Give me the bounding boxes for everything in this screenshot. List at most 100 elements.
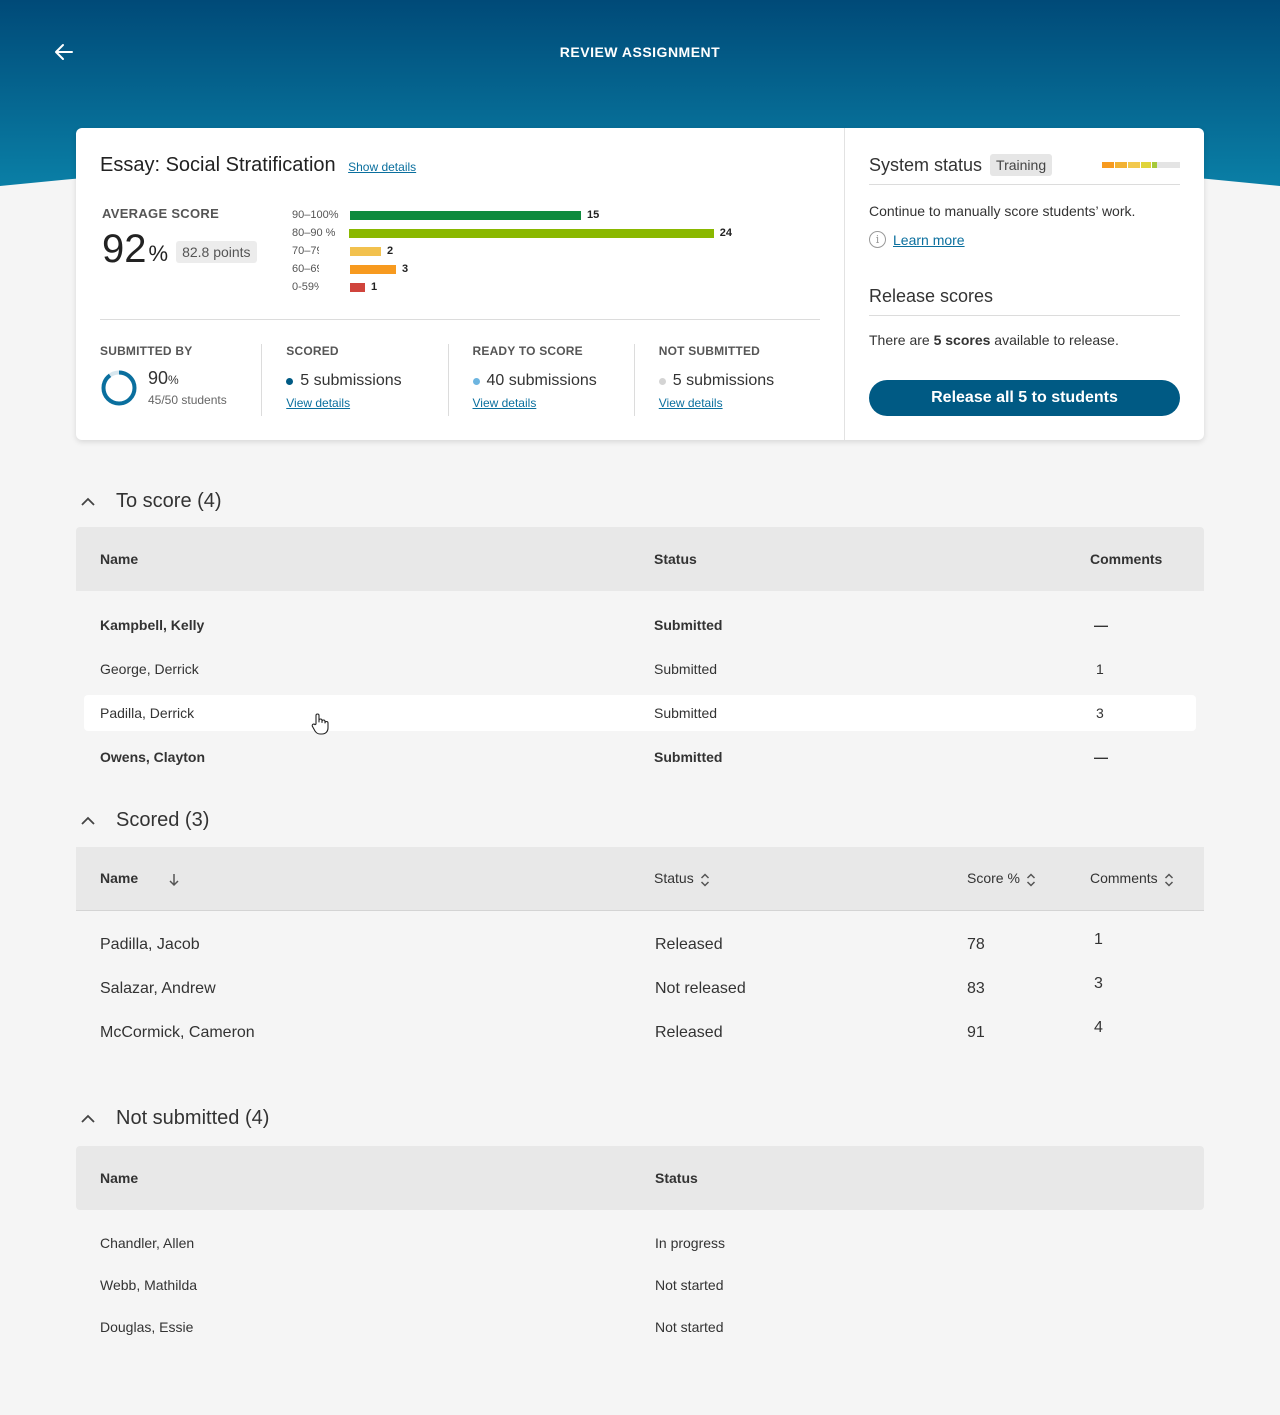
- stat-scored: SCORED 5 submissions View details: [261, 344, 447, 416]
- distribution-bar: [350, 210, 581, 220]
- distribution-count: 15: [587, 209, 600, 221]
- back-arrow-icon[interactable]: [52, 40, 76, 64]
- training-meter: [1102, 162, 1180, 168]
- assignment-title: Essay: Social Stratification: [100, 154, 336, 176]
- distribution-label: 90–100%: [292, 209, 339, 221]
- column-header-status[interactable]: Status: [654, 870, 710, 886]
- progress-ring-icon: [101, 370, 137, 405]
- ready-view-details-link[interactable]: View details: [472, 396, 537, 410]
- distribution-bar: [350, 282, 365, 292]
- column-header-score[interactable]: Score %: [967, 870, 1036, 886]
- distribution-count: 24: [719, 227, 732, 239]
- distribution-row: 90–100% 15: [292, 206, 732, 224]
- not-submitted-table-header: Name Status: [76, 1146, 1204, 1210]
- table-row[interactable]: Owens, Clayton Submitted —: [100, 749, 1108, 765]
- average-score-value: 92: [102, 227, 147, 271]
- release-scores-text: There are 5 scores available to release.: [869, 332, 1119, 348]
- stat-value: 5 submissions: [672, 372, 775, 389]
- not-submitted-dot-icon: [658, 377, 666, 385]
- sort-icon: [1026, 873, 1035, 887]
- average-score-unit: %: [148, 241, 169, 266]
- sort-descending-icon: [169, 873, 179, 886]
- distribution-row: 80–90 % 24: [292, 224, 732, 242]
- score-summary: Essay: Social Stratification Show detail…: [76, 128, 844, 440]
- distribution-label: 70–79%: [292, 245, 319, 257]
- table-row[interactable]: Kampbell, Kelly Submitted —: [100, 617, 1108, 633]
- section-title: To score (4): [116, 490, 222, 512]
- stat-label: SUBMITTED BY: [100, 344, 193, 358]
- column-header-name: Name: [100, 551, 139, 567]
- not-submitted-view-details-link[interactable]: View details: [658, 396, 723, 410]
- table-row[interactable]: Chandler, Allen In progress: [100, 1235, 726, 1251]
- chevron-up-icon: [81, 816, 95, 825]
- stat-submitted-by: SUBMITTED BY 90% 45/50 students: [100, 344, 261, 416]
- column-header-name: Name: [100, 1170, 139, 1186]
- to-score-table-header: Name Status Comments: [76, 527, 1204, 591]
- scored-dot-icon: [286, 377, 294, 385]
- release-scores-title: Release scores: [869, 286, 1180, 316]
- system-status-text: Continue to manually score students’ wor…: [869, 203, 1136, 219]
- distribution-count: 1: [371, 281, 378, 293]
- sort-icon: [1164, 873, 1173, 887]
- submitted-students: 45/50 students: [148, 393, 227, 407]
- table-row[interactable]: Salazar, Andrew Not released 83 3: [100, 975, 1103, 997]
- show-details-link[interactable]: Show details: [348, 160, 417, 174]
- hand-cursor-icon: [311, 713, 329, 735]
- points-badge: 82.8 points: [176, 241, 257, 263]
- distribution-label: 80–90 %: [292, 227, 336, 239]
- to-score-section-toggle[interactable]: To score (4): [80, 490, 222, 513]
- chevron-up-icon: [81, 1114, 95, 1123]
- distribution-bar: [350, 264, 396, 274]
- table-row[interactable]: McCormick, Cameron Released 91 4: [100, 1019, 1103, 1041]
- stat-not-submitted: NOT SUBMITTED 5 submissions View details: [633, 344, 820, 416]
- column-header-status: Status: [655, 1170, 698, 1186]
- stat-ready-to-score: READY TO SCORE 40 submissions View detai…: [447, 344, 634, 416]
- learn-more-link[interactable]: Learn more: [893, 231, 965, 248]
- column-header-status: Status: [654, 551, 697, 567]
- distribution-row: 0-59% 1: [292, 278, 732, 296]
- scored-table-header: Name Status Score % Comments: [76, 847, 1204, 911]
- ready-dot-icon: [472, 377, 480, 385]
- average-score: AVERAGE SCORE 92 % 82.8 points: [102, 206, 257, 271]
- system-status-panel: System status Training Continue to manua…: [844, 128, 1204, 440]
- distribution-label: 60–69%: [292, 263, 319, 275]
- submitted-percent: 90%: [148, 368, 179, 388]
- system-status-title: System status: [869, 154, 983, 175]
- distribution-label: 0-59%: [292, 281, 319, 293]
- section-title: Not submitted (4): [116, 1107, 270, 1129]
- stat-label: SCORED: [286, 344, 339, 358]
- submission-stats: SUBMITTED BY 90% 45/50 students SCORED 5…: [100, 344, 820, 416]
- status-badge: Training: [990, 154, 1053, 176]
- column-header-comments[interactable]: Comments: [1090, 870, 1174, 886]
- sort-icon: [700, 873, 709, 887]
- table-row[interactable]: Padilla, Derrick Submitted 3: [84, 695, 1196, 731]
- release-all-button[interactable]: Release all 5 to students: [869, 380, 1180, 416]
- column-header-comments: Comments: [1090, 551, 1163, 567]
- table-row[interactable]: Padilla, Jacob Released 78 1: [100, 931, 1103, 953]
- distribution-bar: [350, 246, 381, 256]
- column-header-name[interactable]: Name: [100, 870, 184, 886]
- info-icon: i: [869, 231, 886, 248]
- distribution-bar: [349, 228, 714, 238]
- scored-view-details-link[interactable]: View details: [286, 396, 351, 410]
- stat-value: 40 submissions: [486, 372, 597, 389]
- average-score-label: AVERAGE SCORE: [102, 206, 220, 221]
- stat-label: READY TO SCORE: [472, 344, 583, 358]
- stat-label: NOT SUBMITTED: [658, 344, 761, 358]
- divider: [100, 319, 820, 320]
- table-row[interactable]: Douglas, Essie Not started: [100, 1319, 724, 1335]
- distribution-row: 60–69% 3: [292, 260, 732, 278]
- distribution-count: 2: [387, 245, 394, 257]
- table-row[interactable]: Webb, Mathilda Not started: [100, 1277, 724, 1293]
- assignment-summary-card: Essay: Social Stratification Show detail…: [76, 128, 1204, 440]
- distribution-row: 70–79% 2: [292, 242, 732, 260]
- scored-section-toggle[interactable]: Scored (3): [80, 809, 209, 832]
- table-row[interactable]: George, Derrick Submitted 1: [100, 661, 1104, 677]
- chevron-up-icon: [81, 497, 95, 506]
- page-title: REVIEW ASSIGNMENT: [559, 44, 721, 60]
- distribution-count: 3: [402, 263, 409, 275]
- not-submitted-section-toggle[interactable]: Not submitted (4): [80, 1107, 269, 1130]
- section-title: Scored (3): [116, 809, 210, 831]
- stat-value: 5 submissions: [300, 372, 402, 389]
- score-distribution: 90–100% 15 80–90 % 24 70–79% 2 60–69% 3 0-59% 1: [292, 206, 732, 296]
